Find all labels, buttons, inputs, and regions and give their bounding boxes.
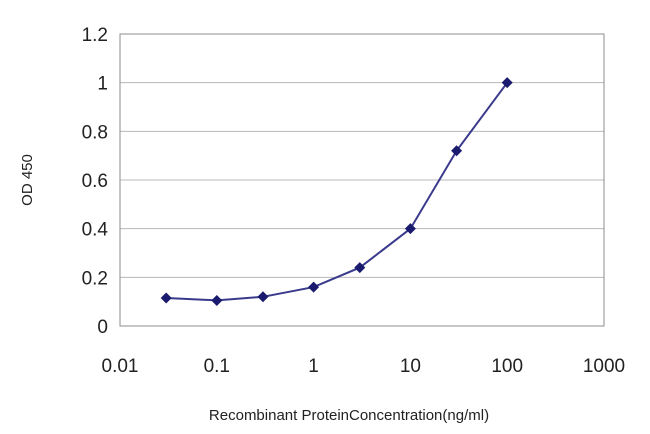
x-axis-tick-labels: 0.01 0.1 1 10 100 1000 bbox=[102, 356, 626, 377]
y-axis-tick-labels: 0 0.2 0.4 0.6 0.8 1 1.2 bbox=[82, 25, 109, 338]
y-tick-label: 1 bbox=[97, 74, 108, 95]
data-point-marker bbox=[404, 223, 416, 235]
data-point-marker bbox=[308, 281, 320, 293]
x-tick-label: 0.1 bbox=[204, 356, 230, 377]
data-point-marker bbox=[451, 145, 463, 157]
data-point-marker bbox=[211, 294, 223, 306]
x-tick-label: 0.01 bbox=[102, 356, 139, 377]
grid-lines bbox=[120, 82, 604, 278]
x-axis-label: Recombinant ProteinConcentration(ng/ml) bbox=[209, 407, 489, 424]
data-point-marker bbox=[160, 292, 172, 304]
y-tick-label: 0.2 bbox=[82, 268, 108, 289]
x-tick-label: 10 bbox=[400, 356, 421, 377]
x-tick-label: 1 bbox=[308, 356, 319, 377]
y-tick-label: 0.4 bbox=[82, 220, 109, 241]
x-tick-label: 100 bbox=[491, 356, 523, 377]
y-tick-label: 0.8 bbox=[82, 122, 108, 143]
data-point-marker bbox=[257, 291, 269, 303]
data-point-marker bbox=[501, 77, 513, 89]
y-axis-label: OD 450 bbox=[19, 154, 36, 206]
plot-area-frame bbox=[119, 33, 605, 327]
data-series bbox=[160, 77, 513, 306]
series-line bbox=[166, 82, 509, 302]
y-tick-label: 0 bbox=[97, 317, 108, 338]
data-point-marker bbox=[354, 262, 366, 274]
y-tick-label: 0.6 bbox=[82, 171, 108, 192]
x-tick-label: 1000 bbox=[583, 356, 625, 377]
y-tick-label: 1.2 bbox=[82, 25, 108, 46]
